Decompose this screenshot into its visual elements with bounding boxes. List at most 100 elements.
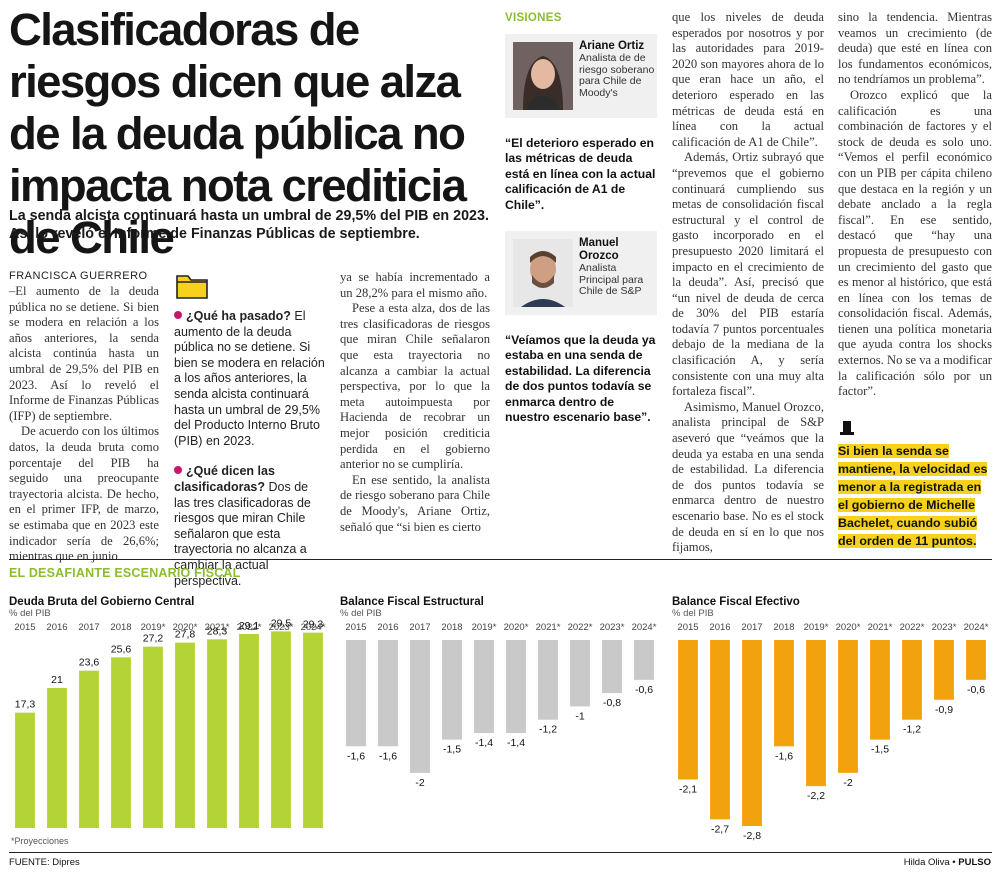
paragraph: –El aumento de la deuda pública no se de… [9,284,159,423]
x-tick-label: 2015 [345,622,366,633]
profile-card-ortiz: Ariane Ortiz Analista de de riesgo sober… [505,34,657,118]
bar [303,632,323,828]
chart-title: Deuda Bruta del Gobierno Central [9,596,195,608]
visiones-sidebar: VISIONES Ariane Ortiz Analista de de rie… [505,12,657,425]
chart-panel-deuda: Deuda Bruta del Gobierno Central % del P… [9,596,329,851]
paragraph: Además, Ortiz subrayó que “prevemos que … [672,150,824,399]
bar [47,688,67,828]
qa-item: ¿Qué dicen las clasificadoras? Dos de la… [174,464,326,589]
top-hat-icon [840,420,854,435]
bar [710,640,730,820]
bar [506,640,526,733]
bar-value-label: 29,1 [239,620,260,632]
divider [9,852,992,853]
bar [474,640,494,733]
bar-value-label: 25,6 [111,643,132,655]
bar-value-label: -2,8 [743,830,761,842]
bullet-dot-icon [174,466,182,475]
bar-value-label: -1,2 [903,724,921,736]
bar-chart-efectivo: 2015 2016 2017 2018 2019* 2020* 2021* 2022* 2023… [677,622,988,842]
highlight-box: Si bien la senda se mantiene, la velocid… [838,442,992,550]
byline: FRANCISCA GUERRERO [9,270,148,282]
bar-value-label: -1,6 [775,750,793,762]
x-tick-label: 2019* [804,622,829,633]
projections-note: *Proyecciones [11,836,69,846]
chart-panel-efectivo: Balance Fiscal Efectivo % del PIB 2015 20… [672,596,992,851]
pull-quote: “Veíamos que la deuda ya estaba en una s… [505,333,656,425]
bar-value-label: -0,8 [603,697,621,709]
bar-value-label: 28,3 [207,625,228,637]
bar [410,640,430,773]
x-tick-label: 2015 [14,622,35,633]
x-tick-label: 2021* [536,622,561,633]
bar [806,640,826,787]
deck: La senda alcista continuará hasta un umb… [9,208,489,242]
bar-value-label: -2 [843,777,852,789]
qa-question: ¿Qué ha pasado? [186,309,291,323]
person-name: Ariane Ortiz [579,40,645,52]
bar [634,640,654,680]
x-tick-label: 2024* [301,622,326,633]
x-tick-label: 2023* [932,622,957,633]
article-column-3: ya se había incrementado a un 28,2% para… [340,270,490,535]
bar-chart-estructural: 2015 2016 2017 2018 2019* 2020* 2021* 2022* 2023… [345,622,656,789]
bar [934,640,954,700]
chart-unit: % del PIB [9,608,51,619]
pull-quote: “El deterioro esperado en las métricas d… [505,136,656,212]
x-tick-label: 2019* [472,622,497,633]
bar-value-label: 23,6 [79,657,100,669]
bar [175,642,195,828]
bar [570,640,590,707]
qa-box: ¿Qué ha pasado? El aumento de la deuda p… [174,268,326,589]
x-tick-label: 2019* [141,622,166,633]
bullet-dot-icon [174,311,182,319]
bar [838,640,858,773]
bar-value-label: -1,4 [507,737,525,749]
paragraph: ya se había incrementado a un 28,2% para… [340,270,490,300]
x-tick-label: 2020* [173,622,198,633]
article-column-5: que los niveles de deuda esperados por n… [672,10,824,556]
bar [346,640,366,747]
bar-value-label: 27,8 [175,629,196,641]
paragraph: sino la tendencia. Mientras veamos un cr… [838,10,992,87]
paragraph: En ese sentido, la analista de riesgo so… [340,472,490,534]
bar-value-label: -2 [415,777,424,789]
chart-unit: % del PIB [340,608,382,619]
bar-value-label: -1 [575,710,584,722]
bar [538,640,558,720]
paragraph: Pese a esta alza, dos de las tres clasif… [340,301,490,472]
qa-item: ¿Qué ha pasado? El aumento de la deuda p… [174,309,326,449]
figure-title: EL DESAFIANTE ESCENARIO FISCAL [9,566,241,580]
x-tick-label: 2017 [741,622,762,633]
bar-value-label: -1,6 [347,750,365,762]
x-tick-label: 2023* [269,622,294,633]
person-name: Manuel Orozco [579,237,619,263]
bar [902,640,922,720]
portrait-photo [513,42,573,110]
x-tick-label: 2022* [568,622,593,633]
bar [239,634,259,828]
bar-value-label: -1,5 [443,744,461,756]
bar [378,640,398,747]
x-tick-label: 2022* [237,622,262,633]
chart-unit: % del PIB [672,608,714,619]
x-tick-label: 2017 [78,622,99,633]
bar-value-label: -2,2 [807,790,825,802]
paragraph: Asimismo, Manuel Orozco, analista princi… [672,399,824,555]
source-note: FUENTE: Dipres [9,857,80,868]
bar [774,640,794,747]
bar [15,712,35,828]
bar-value-label: 29,5 [271,618,292,629]
x-tick-label: 2020* [504,622,529,633]
credit: Hilda Oliva • PULSO [904,857,991,868]
person-role: Analista Principal para Chile de S&P [579,262,644,298]
qa-answer: Dos de las tres clasificadoras de riesgo… [174,479,311,588]
bar [678,640,698,780]
bar [870,640,890,740]
paragraph: Orozco explicó que la calificación es un… [838,87,992,399]
chart-panel-estructural: Balance Fiscal Estructural % del PIB 201… [340,596,660,851]
x-tick-label: 2016 [46,622,67,633]
bar-value-label: -1,4 [475,737,493,749]
folder-icon [176,275,208,299]
bar [742,640,762,826]
